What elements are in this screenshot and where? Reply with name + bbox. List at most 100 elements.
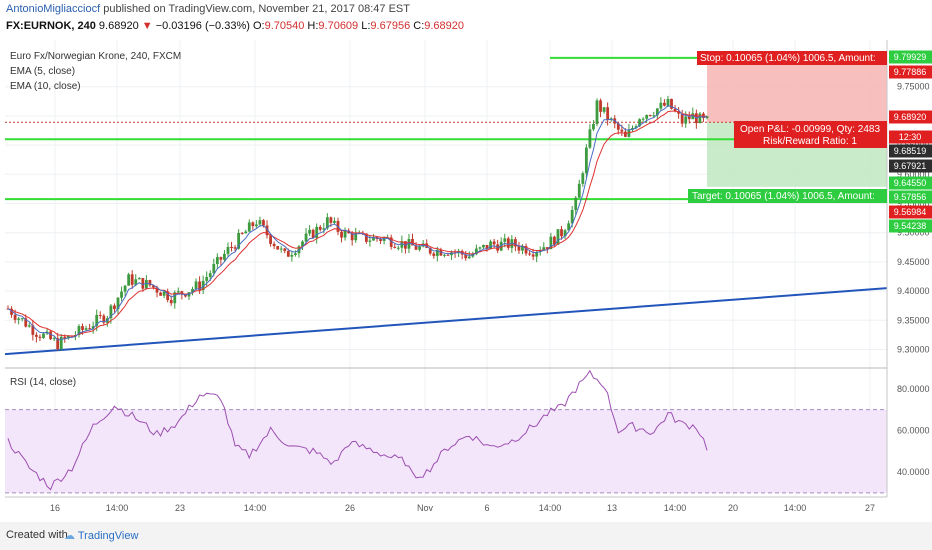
candle-body [407,238,411,249]
legend-ema5: EMA (5, close) [10,66,75,77]
candle-body [581,173,585,184]
time-tick-label: 14:00 [784,503,807,513]
candle-body [251,222,255,227]
candle-body [31,325,35,335]
candle-body [134,279,138,285]
candle-body [212,264,216,274]
candle-body [691,113,695,120]
candle-body [506,238,510,248]
candle-body [208,273,212,278]
svg-text:Stop: 0.10065 (1.04%) 1006.5,: Stop: 0.10065 (1.04%) 1006.5, Amount: [700,53,876,64]
price-tag: 9.68519 [889,144,932,158]
candle-body [276,246,280,250]
candle-body [602,107,606,112]
candle-body [435,249,439,256]
candle-body [464,254,468,259]
time-tick-label: Nov [417,503,434,513]
candle-body [304,233,308,242]
candle-body [687,116,691,120]
candle-body [531,254,535,257]
candle-body [130,274,134,285]
candle-body [66,335,70,339]
candle-body [230,246,233,248]
candle-body [354,233,358,241]
rsi-tick-label: 80.0000 [897,384,930,394]
candle-body [205,277,209,281]
candle-body [482,244,485,248]
candle-body [201,280,205,291]
time-tick-label: 14:00 [539,503,562,513]
candle-body [159,292,162,296]
candle-body [301,241,304,247]
candle-body [623,131,627,137]
candle-body [645,115,649,119]
candle-body [535,251,539,257]
svg-text:9.68519: 9.68519 [894,146,927,156]
open-value: 9.70540 [264,20,305,32]
candle-body [638,119,641,127]
svg-text:Risk/Reward Ratio: 1: Risk/Reward Ratio: 1 [763,136,857,147]
price-tag: 9.57856 [889,190,932,204]
time-tick-label: 14:00 [664,503,687,513]
candle-body [489,241,492,250]
publish-line: AntonioMigliacciocf published on Trading… [6,3,410,15]
trendline[interactable] [4,287,888,356]
candle-body [59,336,63,350]
high-label: H: [307,20,319,32]
price-tag: 9.56984 [889,205,932,219]
time-tick-label: 20 [728,503,738,513]
candle-body [606,107,610,120]
symbol-line: FX:EURNOK, 240 9.68920 ▼ −0.03196 (−0.33… [6,20,464,32]
legend-rsi: RSI (14, close) [10,377,76,388]
price-tag: 9.54238 [889,219,932,233]
candle-body [10,308,13,315]
position-labels[interactable]: Stop: 0.10065 (1.04%) 1006.5, Amount: Tar… [688,51,887,203]
chart-canvas[interactable]: 9.750009.700009.650009.600009.550009.500… [0,0,932,522]
candle-body [389,237,393,247]
candle-body [127,274,131,286]
svg-text:9.79929: 9.79929 [894,52,927,62]
time-tick-label: 27 [865,503,875,513]
candle-body [137,278,141,280]
candle-body [81,326,84,330]
price-tick-label: 9.50000 [897,228,930,238]
symbol[interactable]: FX:EURNOK, 240 [6,20,96,32]
price-tick-label: 9.35000 [897,315,930,325]
svg-text:12:30: 12:30 [899,132,922,142]
pnl-label: Open P&L: -0.00999, Qty: 2483Risk/Reward… [734,121,887,148]
candle-body [17,318,21,320]
candle-body [95,314,99,327]
ema-10-line [7,110,708,337]
cloud-icon: ☁ [64,530,75,542]
candle-body [659,102,663,109]
target-label: Target: 0.10065 (1.04%) 1006.5, Amount: [688,189,887,203]
candle-body [272,243,276,247]
last-price: 9.68920 [98,20,139,32]
rsi-band [5,409,887,493]
tradingview-logo[interactable]: ☁ TradingView [64,529,138,542]
candle-body [286,250,290,257]
candle-body [318,226,322,230]
candle-body [467,256,471,259]
candle-body [574,197,578,210]
candle-body [542,247,546,251]
price-tick-label: 9.45000 [897,257,930,267]
svg-text:9.54238: 9.54238 [894,221,927,231]
candle-body [510,239,514,248]
candle-body [116,297,120,310]
candle-body [113,305,116,310]
candle-body [620,129,624,132]
candle-body [655,108,659,116]
candle-body [198,281,202,291]
candle-body [446,254,450,256]
candle-body [570,209,574,224]
candle-body [176,291,180,293]
candle-body [180,291,184,295]
candle-body [315,226,319,239]
candle-body [634,126,638,128]
candle-body [517,246,521,251]
author-link[interactable]: AntonioMigliacciocf [6,3,101,15]
price-tag: 9.64550 [889,176,932,190]
rsi-tick-label: 60.0000 [897,425,930,435]
price-tag: 9.77886 [889,65,932,79]
